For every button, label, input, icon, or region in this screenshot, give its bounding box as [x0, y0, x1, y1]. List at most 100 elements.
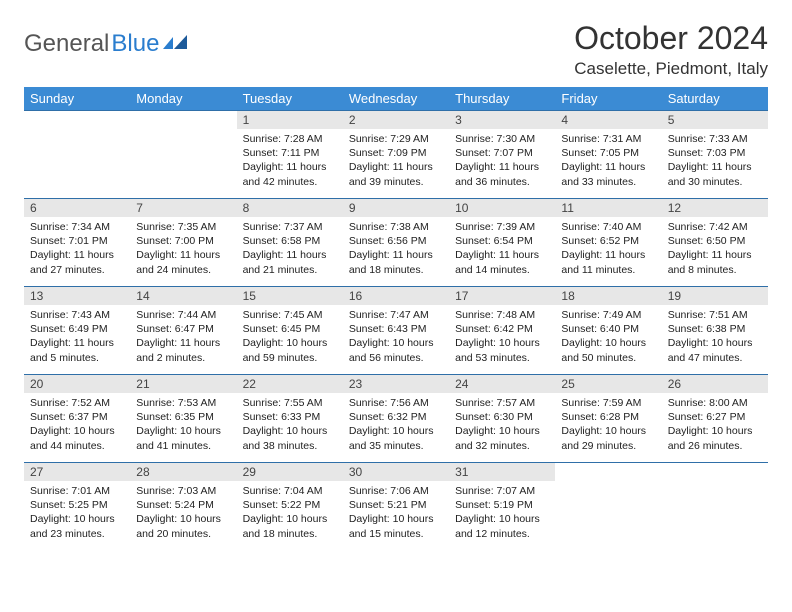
day-info: Sunrise: 7:48 AMSunset: 6:42 PMDaylight:…: [449, 305, 555, 369]
calendar-cell: 16Sunrise: 7:47 AMSunset: 6:43 PMDayligh…: [343, 287, 449, 375]
day-info: Sunrise: 7:01 AMSunset: 5:25 PMDaylight:…: [24, 481, 130, 545]
daylight-text: Daylight: 11 hours and 39 minutes.: [349, 160, 443, 188]
day-number: 13: [24, 287, 130, 305]
daylight-text: Daylight: 11 hours and 2 minutes.: [136, 336, 230, 364]
logo: GeneralBlue: [24, 20, 191, 58]
calendar-cell: 8Sunrise: 7:37 AMSunset: 6:58 PMDaylight…: [237, 199, 343, 287]
daylight-text: Daylight: 11 hours and 14 minutes.: [455, 248, 549, 276]
day-header: Tuesday: [237, 87, 343, 111]
title-block: October 2024 Caselette, Piedmont, Italy: [574, 20, 768, 79]
sunrise-text: Sunrise: 7:01 AM: [30, 484, 124, 498]
day-number: 5: [662, 111, 768, 129]
calendar-cell: 4Sunrise: 7:31 AMSunset: 7:05 PMDaylight…: [555, 111, 661, 199]
sunset-text: Sunset: 6:52 PM: [561, 234, 655, 248]
calendar-cell: 29Sunrise: 7:04 AMSunset: 5:22 PMDayligh…: [237, 463, 343, 551]
calendar-cell: 18Sunrise: 7:49 AMSunset: 6:40 PMDayligh…: [555, 287, 661, 375]
day-info: Sunrise: 7:52 AMSunset: 6:37 PMDaylight:…: [24, 393, 130, 457]
sunset-text: Sunset: 6:33 PM: [243, 410, 337, 424]
sunrise-text: Sunrise: 7:52 AM: [30, 396, 124, 410]
day-number: 2: [343, 111, 449, 129]
sunrise-text: Sunrise: 7:37 AM: [243, 220, 337, 234]
day-number: 10: [449, 199, 555, 217]
sunrise-text: Sunrise: 7:34 AM: [30, 220, 124, 234]
day-number: 23: [343, 375, 449, 393]
day-number: 31: [449, 463, 555, 481]
calendar-cell: 25Sunrise: 7:59 AMSunset: 6:28 PMDayligh…: [555, 375, 661, 463]
calendar-cell: 21Sunrise: 7:53 AMSunset: 6:35 PMDayligh…: [130, 375, 236, 463]
day-number: 29: [237, 463, 343, 481]
sunset-text: Sunset: 6:42 PM: [455, 322, 549, 336]
daylight-text: Daylight: 10 hours and 44 minutes.: [30, 424, 124, 452]
calendar-cell: 7Sunrise: 7:35 AMSunset: 7:00 PMDaylight…: [130, 199, 236, 287]
calendar-cell: 6Sunrise: 7:34 AMSunset: 7:01 PMDaylight…: [24, 199, 130, 287]
day-info: Sunrise: 7:55 AMSunset: 6:33 PMDaylight:…: [237, 393, 343, 457]
sunrise-text: Sunrise: 7:51 AM: [668, 308, 762, 322]
sunset-text: Sunset: 5:24 PM: [136, 498, 230, 512]
calendar-cell: 13Sunrise: 7:43 AMSunset: 6:49 PMDayligh…: [24, 287, 130, 375]
day-info: Sunrise: 7:30 AMSunset: 7:07 PMDaylight:…: [449, 129, 555, 193]
calendar-cell: 31Sunrise: 7:07 AMSunset: 5:19 PMDayligh…: [449, 463, 555, 551]
sunset-text: Sunset: 5:22 PM: [243, 498, 337, 512]
sunset-text: Sunset: 6:54 PM: [455, 234, 549, 248]
day-number: 19: [662, 287, 768, 305]
sunrise-text: Sunrise: 8:00 AM: [668, 396, 762, 410]
daylight-text: Daylight: 10 hours and 26 minutes.: [668, 424, 762, 452]
calendar-cell: 23Sunrise: 7:56 AMSunset: 6:32 PMDayligh…: [343, 375, 449, 463]
sunset-text: Sunset: 5:19 PM: [455, 498, 549, 512]
daylight-text: Daylight: 10 hours and 29 minutes.: [561, 424, 655, 452]
calendar-cell: 24Sunrise: 7:57 AMSunset: 6:30 PMDayligh…: [449, 375, 555, 463]
calendar-cell: 30Sunrise: 7:06 AMSunset: 5:21 PMDayligh…: [343, 463, 449, 551]
month-title: October 2024: [574, 20, 768, 57]
sunrise-text: Sunrise: 7:48 AM: [455, 308, 549, 322]
daylight-text: Daylight: 11 hours and 5 minutes.: [30, 336, 124, 364]
day-number: 17: [449, 287, 555, 305]
sunset-text: Sunset: 6:37 PM: [30, 410, 124, 424]
calendar-cell: 19Sunrise: 7:51 AMSunset: 6:38 PMDayligh…: [662, 287, 768, 375]
calendar-row: 6Sunrise: 7:34 AMSunset: 7:01 PMDaylight…: [24, 199, 768, 287]
location-subtitle: Caselette, Piedmont, Italy: [574, 59, 768, 79]
calendar-cell: 9Sunrise: 7:38 AMSunset: 6:56 PMDaylight…: [343, 199, 449, 287]
daylight-text: Daylight: 11 hours and 24 minutes.: [136, 248, 230, 276]
day-info: Sunrise: 7:06 AMSunset: 5:21 PMDaylight:…: [343, 481, 449, 545]
daylight-text: Daylight: 10 hours and 32 minutes.: [455, 424, 549, 452]
day-number: 7: [130, 199, 236, 217]
day-number: 12: [662, 199, 768, 217]
calendar-cell-empty: [662, 463, 768, 551]
day-info: Sunrise: 8:00 AMSunset: 6:27 PMDaylight:…: [662, 393, 768, 457]
sunrise-text: Sunrise: 7:06 AM: [349, 484, 443, 498]
calendar-cell: 12Sunrise: 7:42 AMSunset: 6:50 PMDayligh…: [662, 199, 768, 287]
sunrise-text: Sunrise: 7:38 AM: [349, 220, 443, 234]
day-info: Sunrise: 7:45 AMSunset: 6:45 PMDaylight:…: [237, 305, 343, 369]
sunset-text: Sunset: 7:03 PM: [668, 146, 762, 160]
sunrise-text: Sunrise: 7:47 AM: [349, 308, 443, 322]
day-number: 14: [130, 287, 236, 305]
daylight-text: Daylight: 10 hours and 23 minutes.: [30, 512, 124, 540]
sunrise-text: Sunrise: 7:55 AM: [243, 396, 337, 410]
day-number: 22: [237, 375, 343, 393]
sunrise-text: Sunrise: 7:31 AM: [561, 132, 655, 146]
day-number: 15: [237, 287, 343, 305]
sunset-text: Sunset: 6:50 PM: [668, 234, 762, 248]
day-number: 27: [24, 463, 130, 481]
daylight-text: Daylight: 11 hours and 30 minutes.: [668, 160, 762, 188]
day-info: Sunrise: 7:44 AMSunset: 6:47 PMDaylight:…: [130, 305, 236, 369]
calendar-row: 13Sunrise: 7:43 AMSunset: 6:49 PMDayligh…: [24, 287, 768, 375]
day-number: 1: [237, 111, 343, 129]
sunset-text: Sunset: 5:21 PM: [349, 498, 443, 512]
day-number: 21: [130, 375, 236, 393]
day-number: 16: [343, 287, 449, 305]
day-info: Sunrise: 7:39 AMSunset: 6:54 PMDaylight:…: [449, 217, 555, 281]
day-header: Friday: [555, 87, 661, 111]
calendar-cell: 3Sunrise: 7:30 AMSunset: 7:07 PMDaylight…: [449, 111, 555, 199]
day-info: Sunrise: 7:59 AMSunset: 6:28 PMDaylight:…: [555, 393, 661, 457]
daylight-text: Daylight: 10 hours and 18 minutes.: [243, 512, 337, 540]
calendar-cell-empty: [24, 111, 130, 199]
daylight-text: Daylight: 10 hours and 35 minutes.: [349, 424, 443, 452]
sunrise-text: Sunrise: 7:43 AM: [30, 308, 124, 322]
day-info: Sunrise: 7:49 AMSunset: 6:40 PMDaylight:…: [555, 305, 661, 369]
day-info: Sunrise: 7:40 AMSunset: 6:52 PMDaylight:…: [555, 217, 661, 281]
day-number: 28: [130, 463, 236, 481]
calendar-cell: 20Sunrise: 7:52 AMSunset: 6:37 PMDayligh…: [24, 375, 130, 463]
day-number: 9: [343, 199, 449, 217]
day-info: Sunrise: 7:37 AMSunset: 6:58 PMDaylight:…: [237, 217, 343, 281]
